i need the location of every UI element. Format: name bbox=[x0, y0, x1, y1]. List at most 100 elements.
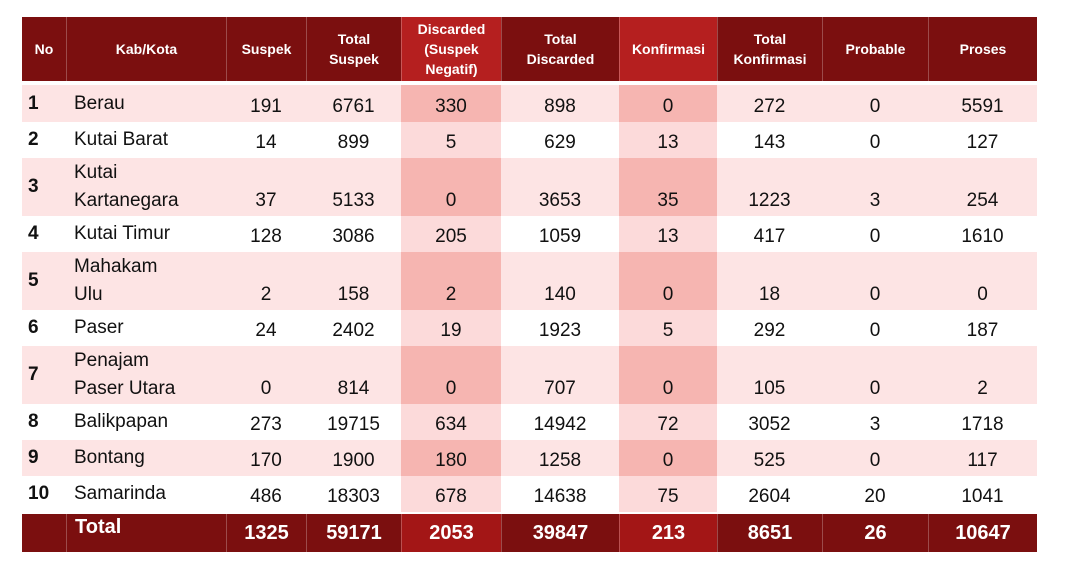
total-value-cell: 26 bbox=[822, 514, 928, 552]
value-cell: 35 bbox=[619, 158, 717, 216]
value-cell: 898 bbox=[544, 95, 576, 117]
value-cell: 37 bbox=[255, 190, 277, 211]
row-number: 7 bbox=[28, 364, 39, 385]
total-value-cell: 1325 bbox=[226, 514, 306, 552]
total-label: Total bbox=[66, 514, 226, 552]
value-cell: 128 bbox=[250, 226, 282, 247]
total-value-cell: 59171 bbox=[306, 514, 401, 552]
value-cell: 0 bbox=[619, 85, 717, 122]
table-row: 8 Balikpapan 273 19715 634 14942 72 3052 3 1718 bbox=[22, 404, 1037, 440]
region-name: Balikpapan bbox=[74, 411, 169, 432]
header-label: Suspek bbox=[241, 41, 292, 57]
value-cell: 5 bbox=[401, 122, 501, 158]
value-cell: 24 bbox=[255, 320, 277, 341]
value-cell: 3 bbox=[869, 190, 881, 211]
region-name: Penajam Paser Utara bbox=[74, 350, 176, 399]
value-cell: 0 bbox=[619, 252, 717, 310]
value-cell: 0 bbox=[869, 95, 881, 117]
value-cell: 19715 bbox=[327, 414, 380, 435]
total-no-cell bbox=[22, 514, 66, 552]
header-label: Proses bbox=[959, 41, 1007, 57]
row-number: 6 bbox=[28, 317, 39, 338]
value-cell: 0 bbox=[260, 378, 272, 399]
value-cell: 1923 bbox=[538, 320, 582, 341]
row-number: 5 bbox=[28, 270, 39, 291]
value-cell: 0 bbox=[401, 346, 501, 404]
value-cell: 170 bbox=[250, 450, 282, 471]
value-cell: 0 bbox=[869, 320, 881, 341]
value-cell: 5591 bbox=[961, 95, 1004, 117]
value-cell: 0 bbox=[619, 440, 717, 476]
header-cell: Total Discarded bbox=[501, 17, 619, 81]
total-value-cell: 213 bbox=[619, 514, 717, 552]
header-cell: Total Suspek bbox=[306, 17, 401, 81]
header-cell: Kab/Kota bbox=[66, 17, 226, 81]
table-row: 5 Mahakam Ulu 2 158 2 140 0 18 0 0 bbox=[22, 252, 1037, 310]
value-cell: 140 bbox=[544, 284, 576, 305]
total-row: Total 1325 59171 2053 39847 213 8651 26 10647 bbox=[22, 514, 1037, 552]
value-cell: 143 bbox=[753, 132, 786, 153]
header-label: Kab/Kota bbox=[115, 41, 178, 57]
value-cell: 678 bbox=[401, 476, 501, 512]
header-cell: Discarded (Suspek Negatif) bbox=[401, 17, 501, 81]
value-cell: 5 bbox=[619, 310, 717, 346]
total-value-cell: 2053 bbox=[401, 514, 501, 552]
value-cell: 273 bbox=[250, 414, 282, 435]
table-row: 2 Kutai Barat 14 899 5 629 13 143 0 127 bbox=[22, 122, 1037, 158]
value-cell: 3653 bbox=[538, 190, 582, 211]
value-cell: 6761 bbox=[332, 95, 375, 117]
value-cell: 180 bbox=[401, 440, 501, 476]
header-label: Konfirmasi bbox=[631, 41, 706, 57]
header-label: No bbox=[34, 41, 54, 57]
value-cell: 0 bbox=[869, 378, 881, 399]
header-cell: Konfirmasi bbox=[619, 17, 717, 81]
value-cell: 0 bbox=[869, 450, 881, 471]
value-cell: 158 bbox=[337, 284, 370, 305]
value-cell: 13 bbox=[619, 122, 717, 158]
value-cell: 899 bbox=[337, 132, 370, 153]
header-cell: No bbox=[22, 17, 66, 81]
total-value-cell: 8651 bbox=[717, 514, 822, 552]
value-cell: 2402 bbox=[332, 320, 375, 341]
header-label: Discarded (Suspek Negatif) bbox=[417, 21, 486, 77]
table-row: 10 Samarinda 486 18303 678 14638 75 2604 20 1041 bbox=[22, 476, 1037, 512]
value-cell: 14638 bbox=[533, 486, 587, 507]
header-cell: Total Konfirmasi bbox=[717, 17, 822, 81]
region-name: Mahakam Ulu bbox=[74, 256, 158, 305]
region-name: Paser bbox=[74, 317, 124, 338]
value-cell: 19 bbox=[401, 310, 501, 346]
value-cell: 75 bbox=[619, 476, 717, 512]
value-cell: 0 bbox=[619, 346, 717, 404]
value-cell: 0 bbox=[401, 158, 501, 216]
value-cell: 105 bbox=[753, 378, 786, 399]
value-cell: 486 bbox=[250, 486, 282, 507]
value-cell: 2 bbox=[260, 284, 272, 305]
value-cell: 814 bbox=[337, 378, 370, 399]
row-number: 3 bbox=[28, 176, 39, 197]
row-number: 9 bbox=[28, 447, 39, 468]
value-cell: 1258 bbox=[538, 450, 582, 471]
value-cell: 707 bbox=[544, 378, 576, 399]
row-number: 4 bbox=[28, 223, 39, 244]
value-cell: 1610 bbox=[961, 226, 1004, 247]
total-value-cell: 39847 bbox=[501, 514, 619, 552]
table-row: 3 Kutai Kartanegara 37 5133 0 3653 35 1223 3 254 bbox=[22, 158, 1037, 216]
value-cell: 3052 bbox=[748, 414, 791, 435]
value-cell: 1718 bbox=[961, 414, 1004, 435]
value-cell: 3 bbox=[869, 414, 881, 435]
value-cell: 1041 bbox=[961, 486, 1004, 507]
value-cell: 0 bbox=[869, 226, 881, 247]
region-name: Kutai Timur bbox=[74, 223, 171, 244]
value-cell: 254 bbox=[966, 190, 999, 211]
value-cell: 0 bbox=[977, 284, 988, 305]
header-cell: Suspek bbox=[226, 17, 306, 81]
table-row: 6 Paser 24 2402 19 1923 5 292 0 187 bbox=[22, 310, 1037, 346]
value-cell: 629 bbox=[544, 132, 576, 153]
value-cell: 330 bbox=[401, 85, 501, 122]
total-value-cell: 10647 bbox=[928, 514, 1037, 552]
value-cell: 272 bbox=[753, 95, 786, 117]
value-cell: 417 bbox=[753, 226, 786, 247]
value-cell: 1900 bbox=[332, 450, 375, 471]
value-cell: 117 bbox=[967, 450, 998, 471]
row-number: 8 bbox=[28, 411, 39, 432]
